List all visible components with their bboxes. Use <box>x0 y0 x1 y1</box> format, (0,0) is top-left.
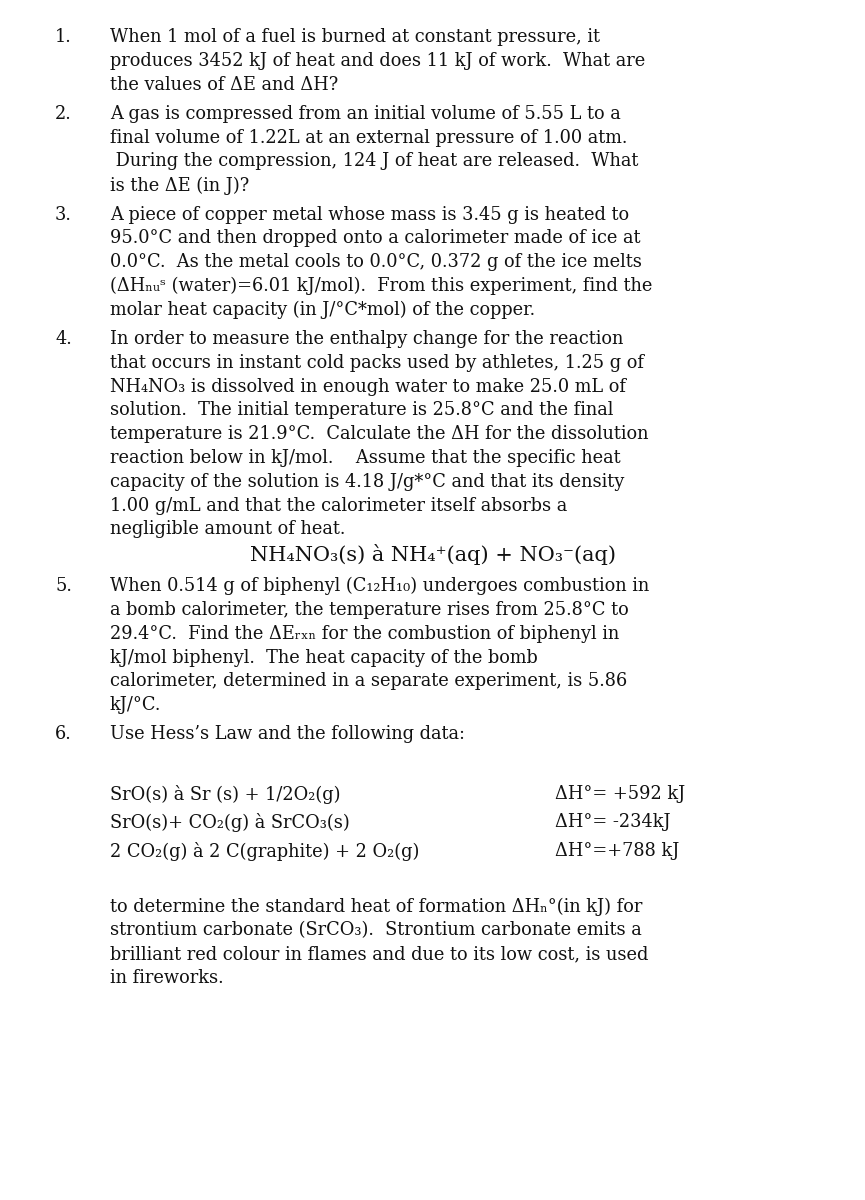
Text: SrO(s) à Sr (s) + 1/2O₂(g): SrO(s) à Sr (s) + 1/2O₂(g) <box>110 785 341 804</box>
Text: During the compression, 124 J of heat are released.  What: During the compression, 124 J of heat ar… <box>110 152 638 170</box>
Text: is the ΔE (in J)?: is the ΔE (in J)? <box>110 176 249 194</box>
Text: a bomb calorimeter, the temperature rises from 25.8°C to: a bomb calorimeter, the temperature rise… <box>110 601 629 619</box>
Text: 2 CO₂(g) à 2 C(graphite) + 2 O₂(g): 2 CO₂(g) à 2 C(graphite) + 2 O₂(g) <box>110 841 420 860</box>
Text: produces 3452 kJ of heat and does 11 kJ of work.  What are: produces 3452 kJ of heat and does 11 kJ … <box>110 52 645 70</box>
Text: kJ/mol biphenyl.  The heat capacity of the bomb: kJ/mol biphenyl. The heat capacity of th… <box>110 648 538 666</box>
Text: NH₄NO₃(s) à NH₄⁺(aq) + NO₃⁻(aq): NH₄NO₃(s) à NH₄⁺(aq) + NO₃⁻(aq) <box>249 545 616 565</box>
Text: solution.  The initial temperature is 25.8°C and the final: solution. The initial temperature is 25.… <box>110 402 613 420</box>
Text: NH₄NO₃ is dissolved in enough water to make 25.0 mL of: NH₄NO₃ is dissolved in enough water to m… <box>110 378 626 396</box>
Text: ΔH°= -234kJ: ΔH°= -234kJ <box>555 814 670 832</box>
Text: in fireworks.: in fireworks. <box>110 968 224 986</box>
Text: 0.0°C.  As the metal cools to 0.0°C, 0.372 g of the ice melts: 0.0°C. As the metal cools to 0.0°C, 0.37… <box>110 253 642 271</box>
Text: negligible amount of heat.: negligible amount of heat. <box>110 521 345 539</box>
Text: In order to measure the enthalpy change for the reaction: In order to measure the enthalpy change … <box>110 330 624 348</box>
Text: Use Hess’s Law and the following data:: Use Hess’s Law and the following data: <box>110 726 465 744</box>
Text: ΔH°= +592 kJ: ΔH°= +592 kJ <box>555 785 685 803</box>
Text: When 1 mol of a fuel is burned at constant pressure, it: When 1 mol of a fuel is burned at consta… <box>110 28 600 46</box>
Text: final volume of 1.22L at an external pressure of 1.00 atm.: final volume of 1.22L at an external pre… <box>110 128 627 146</box>
Text: to determine the standard heat of formation ΔHₙ°(in kJ) for: to determine the standard heat of format… <box>110 898 643 916</box>
Text: that occurs in instant cold packs used by athletes, 1.25 g of: that occurs in instant cold packs used b… <box>110 354 644 372</box>
Text: ΔH°=+788 kJ: ΔH°=+788 kJ <box>555 841 679 859</box>
Text: SrO(s)+ CO₂(g) à SrCO₃(s): SrO(s)+ CO₂(g) à SrCO₃(s) <box>110 814 349 833</box>
Text: 1.00 g/mL and that the calorimeter itself absorbs a: 1.00 g/mL and that the calorimeter itsel… <box>110 497 567 515</box>
Text: 2.: 2. <box>55 104 72 122</box>
Text: A piece of copper metal whose mass is 3.45 g is heated to: A piece of copper metal whose mass is 3.… <box>110 205 629 223</box>
Text: the values of ΔE and ΔH?: the values of ΔE and ΔH? <box>110 76 338 94</box>
Text: temperature is 21.9°C.  Calculate the ΔH for the dissolution: temperature is 21.9°C. Calculate the ΔH … <box>110 425 649 443</box>
Text: 6.: 6. <box>55 726 72 744</box>
Text: 29.4°C.  Find the ΔEᵣₓₙ for the combustion of biphenyl in: 29.4°C. Find the ΔEᵣₓₙ for the combustio… <box>110 625 619 643</box>
Text: 4.: 4. <box>55 330 72 348</box>
Text: strontium carbonate (SrCO₃).  Strontium carbonate emits a: strontium carbonate (SrCO₃). Strontium c… <box>110 922 642 940</box>
Text: 1.: 1. <box>55 28 72 46</box>
Text: kJ/°C.: kJ/°C. <box>110 696 162 714</box>
Text: (ΔHₙᵤˢ (water)=6.01 kJ/mol).  From this experiment, find the: (ΔHₙᵤˢ (water)=6.01 kJ/mol). From this e… <box>110 277 652 295</box>
Text: molar heat capacity (in J/°C*mol) of the copper.: molar heat capacity (in J/°C*mol) of the… <box>110 301 535 319</box>
Text: calorimeter, determined in a separate experiment, is 5.86: calorimeter, determined in a separate ex… <box>110 672 627 690</box>
Text: A gas is compressed from an initial volume of 5.55 L to a: A gas is compressed from an initial volu… <box>110 104 621 122</box>
Text: capacity of the solution is 4.18 J/g*°C and that its density: capacity of the solution is 4.18 J/g*°C … <box>110 473 625 491</box>
Text: reaction below in kJ/mol.    Assume that the specific heat: reaction below in kJ/mol. Assume that th… <box>110 449 620 467</box>
Text: 95.0°C and then dropped onto a calorimeter made of ice at: 95.0°C and then dropped onto a calorimet… <box>110 229 640 247</box>
Text: 5.: 5. <box>55 577 72 595</box>
Text: 3.: 3. <box>55 205 72 223</box>
Text: When 0.514 g of biphenyl (C₁₂H₁₀) undergoes combustion in: When 0.514 g of biphenyl (C₁₂H₁₀) underg… <box>110 577 650 595</box>
Text: brilliant red colour in flames and due to its low cost, is used: brilliant red colour in flames and due t… <box>110 944 649 962</box>
